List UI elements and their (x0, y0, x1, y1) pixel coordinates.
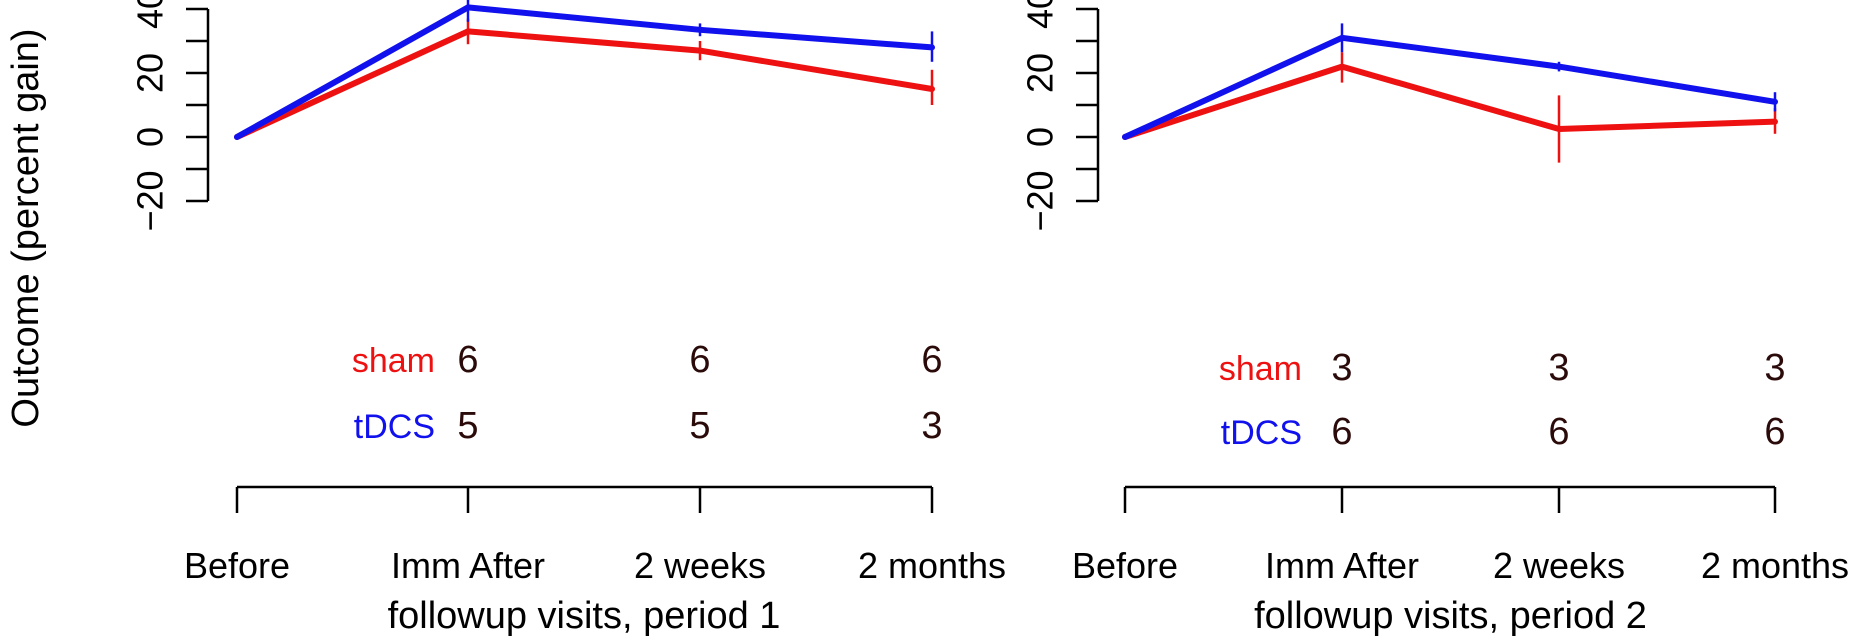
sham-count-label: 6 (689, 339, 710, 381)
y-tick-label: 20 (1020, 53, 1061, 93)
x-tick-label: 2 weeks (1493, 545, 1625, 586)
tdcs-count-label: 5 (689, 405, 710, 447)
y-tick-label: 20 (130, 53, 171, 93)
tdcs-count-label: 6 (1764, 411, 1785, 453)
tdcs-count-label: 6 (1331, 411, 1352, 453)
tdcs-series-line (234, 4, 935, 140)
y-tick-label: 0 (1020, 127, 1061, 147)
tdcs-count-label: 3 (921, 405, 942, 447)
tdcs-legend-label: tDCS (1221, 414, 1302, 452)
sham-count-label: 3 (1548, 347, 1569, 389)
x-tick-label: Imm After (391, 545, 545, 586)
sham-count-label: 6 (921, 339, 942, 381)
y-tick-label: 0 (130, 127, 171, 147)
x-axis-label: followup visits, period 1 (388, 595, 781, 637)
y-tick-label: −20 (1020, 170, 1061, 231)
tdcs-count-label: 5 (457, 405, 478, 447)
x-axis-label: followup visits, period 2 (1254, 595, 1647, 637)
x-tick-label: 2 weeks (634, 545, 766, 586)
y-tick-label: 40 (130, 0, 171, 29)
x-tick-label: 2 months (858, 545, 1006, 586)
sham-legend-label: sham (1219, 350, 1302, 388)
chart-panel-2: −20 0 20 40 Before Imm After 2 weeks 2 months fo… (1020, 0, 1850, 637)
x-tick-label: Imm After (1265, 545, 1419, 586)
sham-legend-label: sham (352, 342, 435, 380)
x-tick-label: 2 months (1701, 545, 1849, 586)
chart-panel-1: −20 0 20 40 Before Imm After 2 weeks 2 months fo… (130, 0, 1006, 637)
sham-count-label: 3 (1764, 347, 1785, 389)
x-tick-label: Before (184, 545, 290, 586)
tdcs-count-label: 6 (1548, 411, 1569, 453)
y-tick-label: 40 (1020, 0, 1061, 29)
sham-count-label: 6 (457, 339, 478, 381)
sham-series-line (234, 28, 935, 140)
x-tick-label: Before (1072, 545, 1178, 586)
sham-count-label: 3 (1331, 347, 1352, 389)
tdcs-series-line (1122, 34, 1778, 140)
tdcs-legend-label: tDCS (354, 408, 435, 446)
y-axis-label: Outcome (percent gain) (5, 28, 47, 427)
y-tick-label: −20 (130, 170, 171, 231)
sham-series-line (1122, 63, 1778, 140)
